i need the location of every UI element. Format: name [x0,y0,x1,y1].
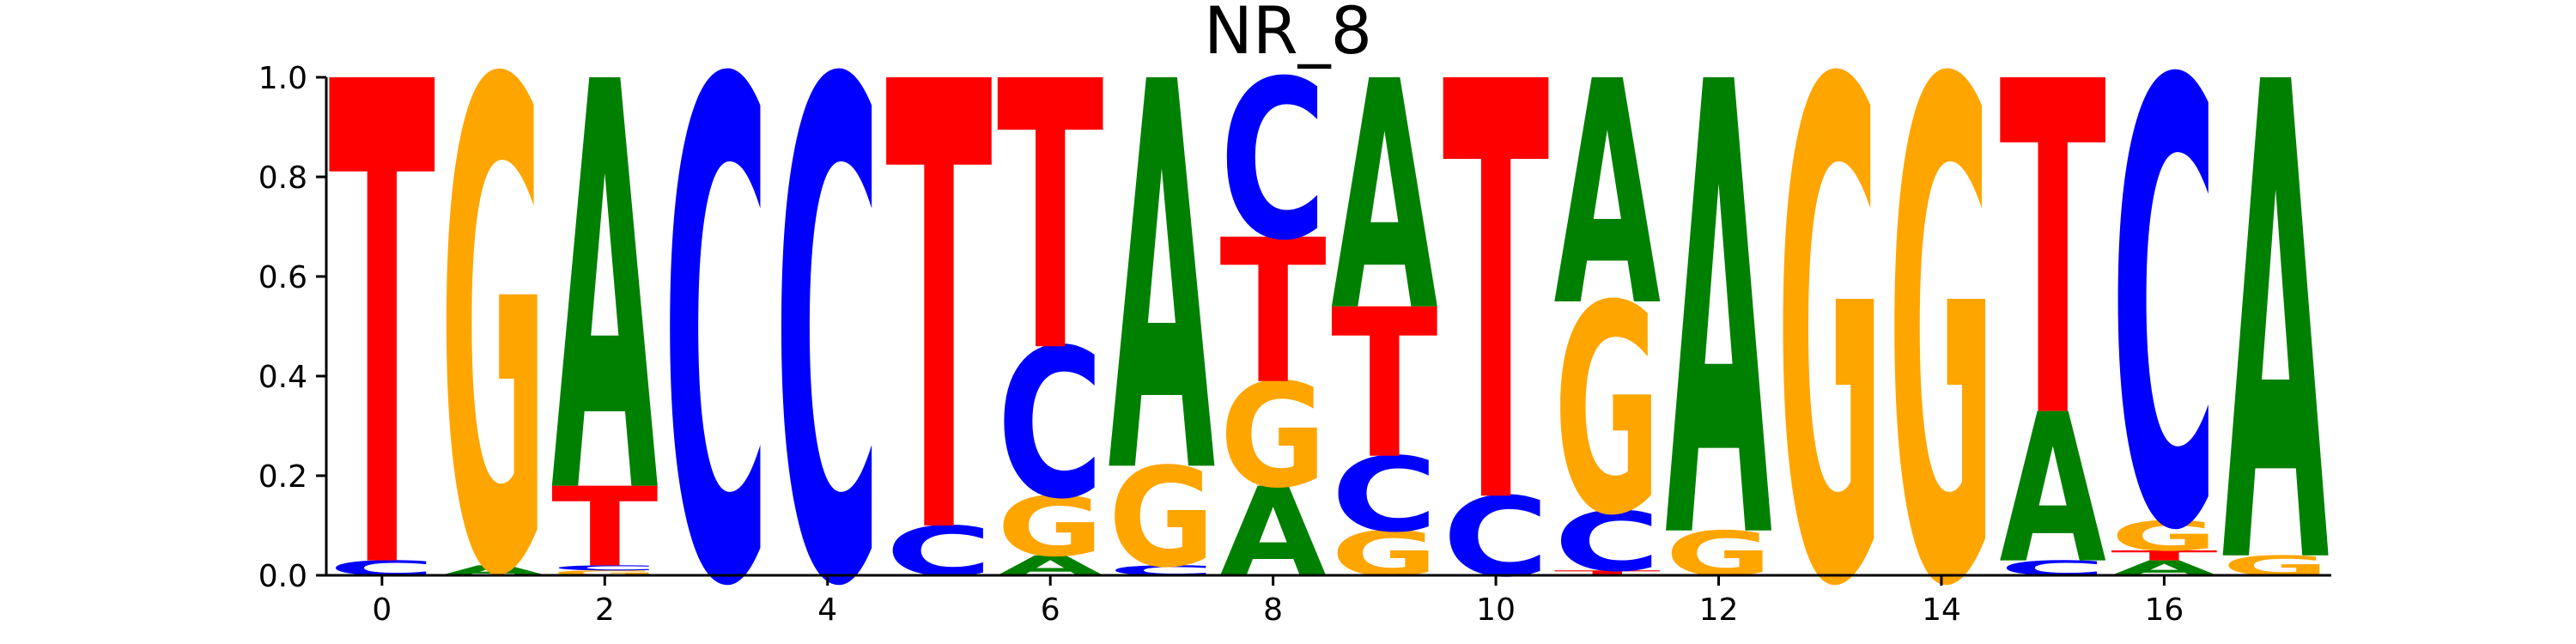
x-tick-label: 10 [1476,592,1516,628]
y-tick-label: 0.2 [258,459,307,495]
logo-letter-T-pos-0: T [329,0,437,644]
logo-letter-A-pos-17: A [2222,0,2330,644]
logo-letter-G-pos-14: G [1888,0,1996,644]
logo-letter-T-pos-9: T [1331,267,1438,505]
logo-letter-C-pos-6: C [997,306,1104,544]
x-tick-label: 12 [1699,592,1739,628]
logo-letter-T-pos-6: T [997,4,1105,434]
logo-letter-T-pos-10: T [1443,0,1551,631]
logo-letter-T-pos-2: T [551,465,659,592]
x-tick-label: 4 [817,592,837,628]
logo-letter-T-pos-11: T [1554,569,1662,577]
logo-letter-G-pos-13: G [1777,0,1884,644]
logo-letter-C-pos-9: C [1331,435,1438,555]
logo-letter-C-pos-3: C [663,0,770,644]
y-tick-label: 0.6 [258,260,307,295]
logo-letter-C-pos-8: C [1219,34,1327,289]
logo-letter-G-pos-1: G [440,0,547,644]
logo-letter-G-pos-8: G [1219,353,1327,520]
logo-letter-C-pos-16: C [2111,0,2218,644]
logo-letter-G-pos-7: G [1109,439,1216,598]
logo-letter-C-pos-4: C [774,0,881,644]
logo-letter-A-pos-12: A [1665,0,1773,644]
logo-letter-T-pos-8: T [1219,198,1327,428]
logo-letter-G-pos-6: G [997,479,1104,574]
logo-letter-A-pos-15: A [1999,371,2106,610]
x-axis-ticks: 0 2 4 6 8 10 12 14 16 [372,575,2184,628]
y-tick-label: 1.0 [258,61,307,96]
x-tick-label: 2 [595,592,615,628]
y-tick-label: 0.0 [258,559,307,594]
x-tick-label: 16 [2145,592,2184,628]
logo-letter-T-pos-15: T [1999,0,2107,519]
x-tick-label: 14 [1922,592,1961,628]
logo-letter-G-pos-16: G [2111,513,2218,561]
logo-letter-C-pos-5: C [885,513,993,592]
logo-letter-G-pos-2: G [551,569,659,577]
chart-title: NR_8 [1204,0,1372,69]
logo-letter-C-pos-2: C [551,564,659,572]
x-tick-label: 0 [372,592,392,628]
logo-letter-T-pos-16: T [2111,548,2218,564]
logo-letter-A-pos-11: A [1554,16,1662,374]
x-tick-label: 6 [1041,592,1060,628]
logo-letter-G-pos-9: G [1331,519,1438,590]
y-tick-label: 0.4 [258,360,307,395]
logo-letter-A-pos-7: A [1109,0,1217,592]
y-axis-ticks: 0.0 0.2 0.4 0.6 0.8 1.0 [258,61,326,594]
logo-letter-A-pos-9: A [1331,15,1439,381]
logo-letter-G-pos-11: G [1554,246,1662,580]
x-tick-label: 8 [1263,592,1283,628]
y-tick-label: 0.8 [258,161,307,196]
logo-letter-T-pos-5: T [885,0,993,644]
axes [325,77,2331,577]
logo-letter-A-pos-2: A [551,0,659,619]
